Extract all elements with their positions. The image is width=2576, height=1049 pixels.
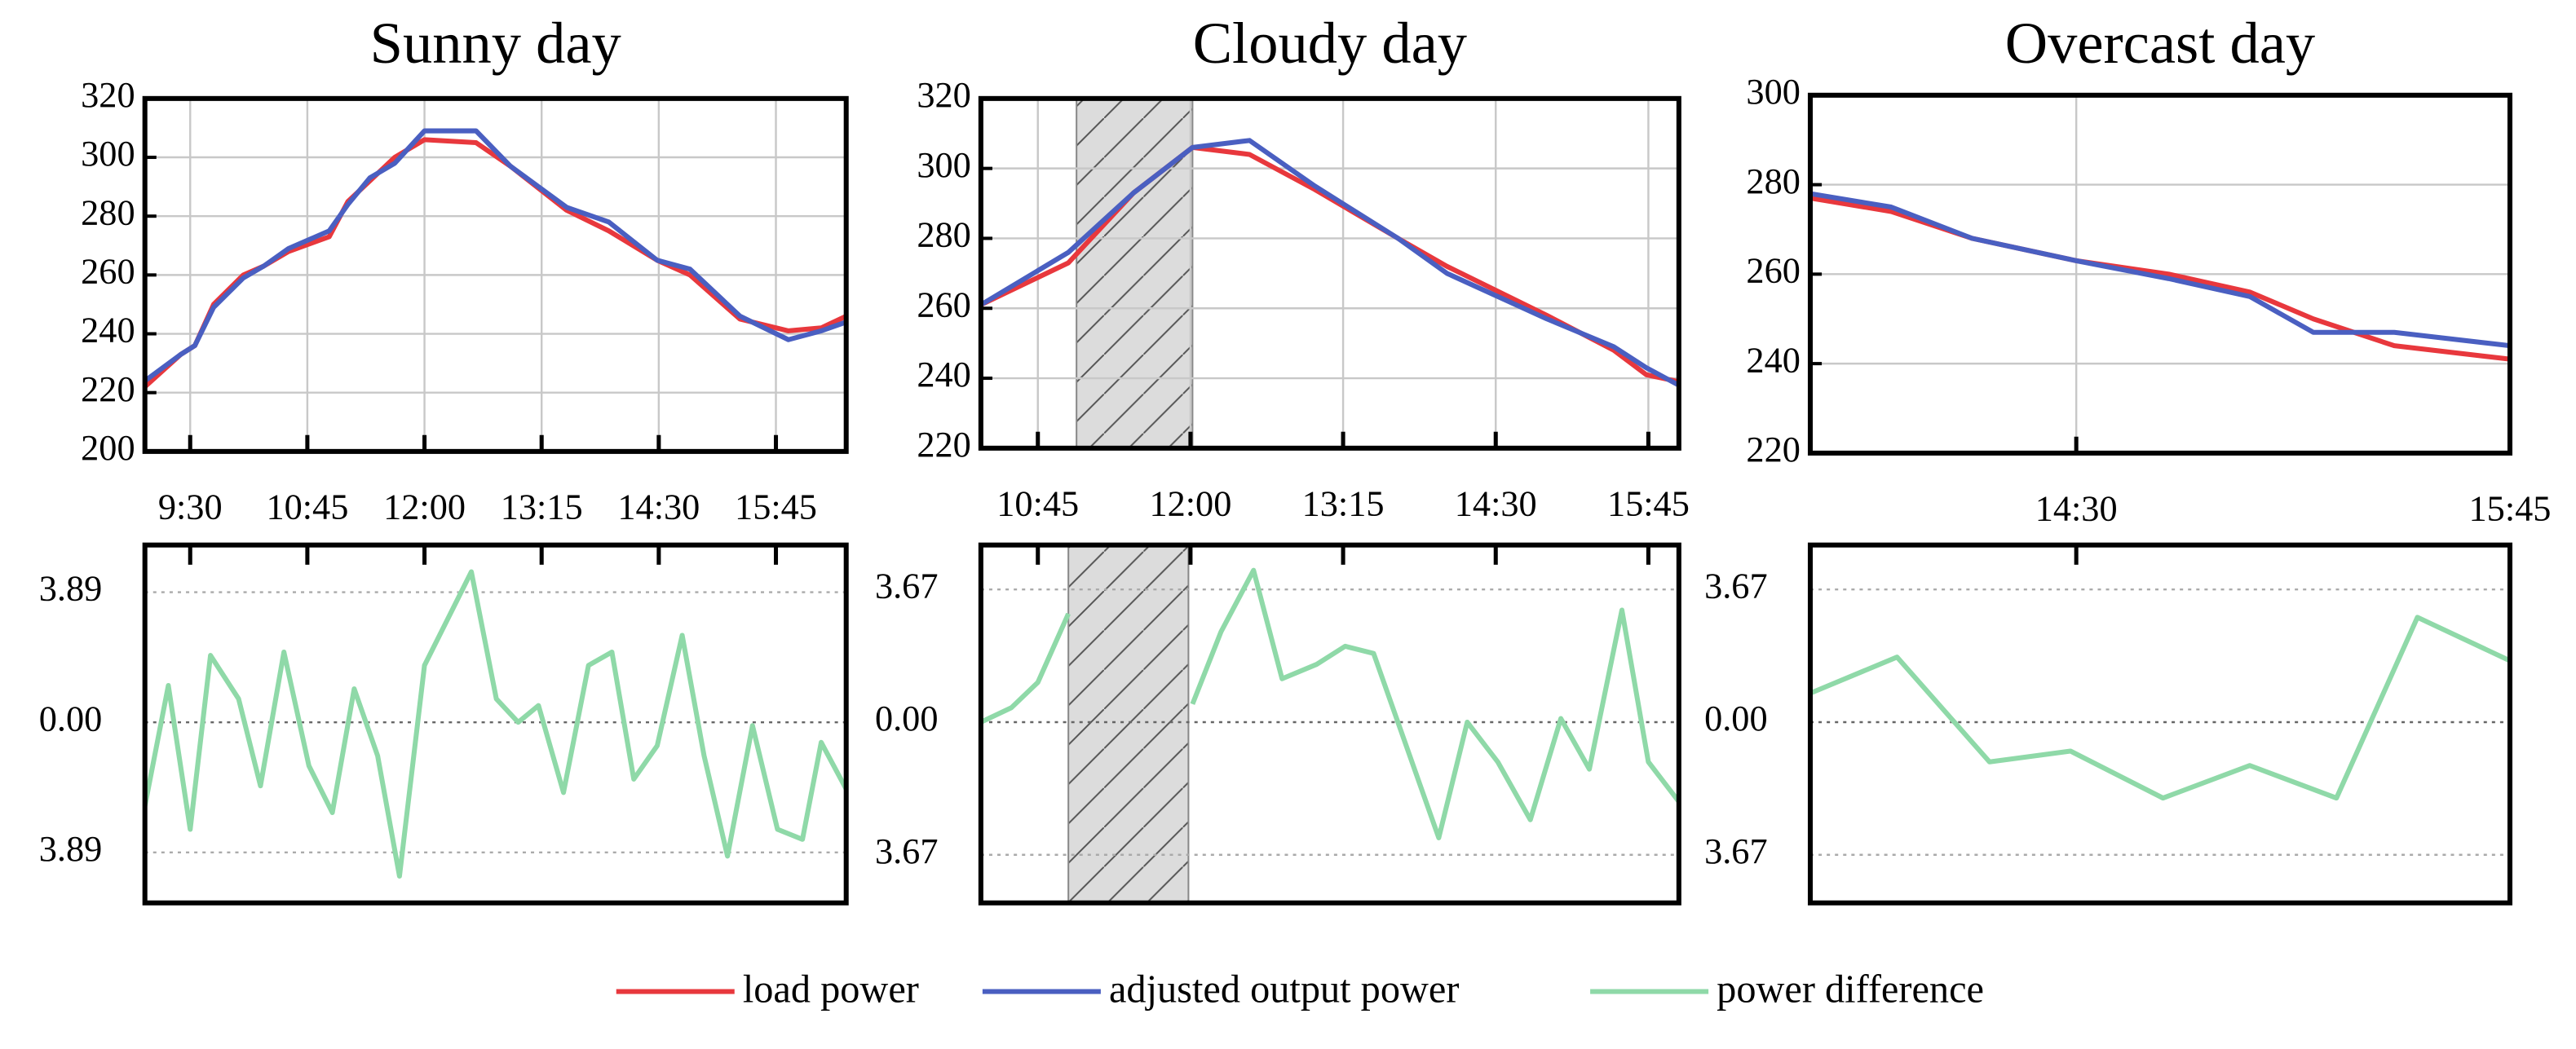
plot-frame bbox=[142, 95, 849, 454]
legend-label: adjusted output power bbox=[1109, 968, 1460, 1012]
x-tick-label: 13:15 bbox=[501, 487, 583, 527]
chart-title: Cloudy day bbox=[1193, 10, 1467, 76]
panel: 3.67 0.00 3.67 bbox=[1704, 542, 2512, 906]
series-line bbox=[979, 567, 1681, 840]
y-tick-label: 3.89 bbox=[39, 829, 103, 869]
plot-frame bbox=[978, 542, 1681, 906]
x-tick-label: 14:30 bbox=[2035, 489, 2118, 529]
y-tick-label: 220 bbox=[1746, 430, 1800, 469]
x-tick-label: 12:00 bbox=[1149, 484, 1231, 524]
y-tick-label: 240 bbox=[1746, 340, 1800, 380]
highlight-region bbox=[1067, 544, 1190, 904]
x-tick-label: 14:30 bbox=[617, 487, 700, 527]
y-tick-label: 240 bbox=[917, 355, 970, 394]
series-line bbox=[1809, 191, 2511, 349]
y-tick-label: 3.67 bbox=[1704, 566, 1768, 606]
y-tick-label: 320 bbox=[81, 75, 135, 115]
legend-label: power difference bbox=[1717, 968, 1984, 1012]
y-tick-label: 280 bbox=[917, 215, 970, 255]
legend: load power adjusted output power power d… bbox=[616, 968, 1984, 1012]
y-tick-label: 320 bbox=[917, 75, 970, 115]
y-tick-label: 220 bbox=[81, 369, 135, 409]
series-line bbox=[1809, 196, 2511, 362]
y-tick-label: 3.67 bbox=[875, 831, 939, 871]
plot-frame bbox=[142, 542, 849, 906]
panel: 10:45 12:00 13:15 14:30 15:45 220 240 260 280 300… bbox=[917, 10, 1690, 523]
y-tick-label: 280 bbox=[81, 192, 135, 232]
chart-title: Overcast day bbox=[2005, 10, 2315, 76]
chart-title: Sunny day bbox=[370, 10, 621, 76]
y-tick-label: 280 bbox=[1746, 161, 1800, 201]
series-line bbox=[142, 569, 849, 879]
panel: 3.67 0.00 3.67 bbox=[875, 542, 1681, 906]
y-tick-label: 3.67 bbox=[875, 566, 939, 606]
x-tick-label: 12:00 bbox=[383, 487, 466, 527]
y-tick-label: 3.67 bbox=[1704, 831, 1768, 871]
y-tick-label: 220 bbox=[917, 425, 970, 465]
y-tick-label: 3.89 bbox=[39, 569, 103, 609]
series-line bbox=[1809, 615, 2512, 801]
y-tick-label: 260 bbox=[81, 252, 135, 292]
x-tick-label: 14:30 bbox=[1455, 484, 1537, 524]
plot-frame bbox=[1807, 92, 2512, 456]
y-tick-label: 0.00 bbox=[1704, 699, 1768, 738]
series-line bbox=[143, 128, 847, 383]
y-tick-label: 200 bbox=[81, 428, 135, 468]
x-tick-label: 13:15 bbox=[1302, 484, 1385, 524]
y-tick-label: 240 bbox=[81, 311, 135, 350]
y-tick-label: 260 bbox=[917, 284, 970, 324]
legend-label: load power bbox=[743, 968, 919, 1012]
highlight-region bbox=[1076, 97, 1194, 449]
x-tick-label: 15:45 bbox=[1607, 484, 1690, 524]
plot-frame bbox=[1807, 542, 2512, 906]
y-tick-label: 0.00 bbox=[39, 699, 103, 738]
x-tick-label: 15:45 bbox=[735, 487, 817, 527]
x-tick-label: 15:45 bbox=[2469, 489, 2552, 529]
y-tick-label: 300 bbox=[917, 145, 970, 185]
y-tick-label: 300 bbox=[81, 134, 135, 174]
plot-frame bbox=[978, 95, 1681, 451]
x-tick-label: 10:45 bbox=[266, 487, 348, 527]
x-tick-label: 10:45 bbox=[996, 484, 1079, 524]
x-tick-label: 9:30 bbox=[158, 487, 223, 527]
panel: 14:30 15:45 220 240 260 280 300 Overcast day bbox=[1746, 10, 2551, 529]
y-tick-label: 300 bbox=[1746, 72, 1800, 112]
series-line bbox=[979, 138, 1681, 388]
series-line bbox=[143, 137, 847, 389]
panel: 9:30 10:45 12:00 13:15 14:30 15:45 200 220 240 26… bbox=[81, 10, 849, 527]
y-tick-label: 260 bbox=[1746, 251, 1800, 291]
panel: 3.89 0.00 3.89 bbox=[39, 542, 849, 906]
y-tick-label: 0.00 bbox=[875, 699, 939, 738]
